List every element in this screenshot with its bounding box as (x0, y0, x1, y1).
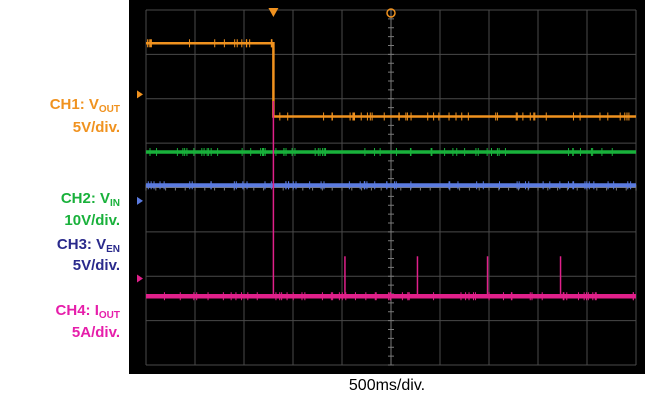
ch3-ground-marker (137, 196, 143, 205)
oscilloscope-display (129, 0, 645, 374)
ch4-title: CH4: IOUT (55, 302, 120, 321)
ch4-ground-marker (137, 274, 143, 283)
ch2-title: CH2: VIN (60, 190, 120, 209)
ch4-label: CH4: IOUT 5A/div. (0, 302, 120, 345)
ch2-scale: 10V/div. (64, 212, 120, 229)
ch1-title: CH1: VOUT (49, 96, 120, 115)
ch1-trace (146, 42, 636, 118)
ch3-label: CH3: VEN 5V/div. (0, 236, 120, 277)
ch1-scale: 5V/div. (72, 119, 120, 136)
waveform-plot (137, 8, 637, 366)
trigger-marker (268, 8, 279, 17)
time-base-label: 500ms/div. (348, 377, 426, 394)
ch3-scale: 5V/div. (72, 257, 120, 274)
ch3-title: CH3: VEN (56, 236, 120, 255)
ch4-scale: 5A/div. (71, 324, 120, 341)
trigger-marker (386, 8, 396, 18)
ch1-ground-marker (137, 90, 143, 99)
ch1-label: CH1: VOUT 5V/div. (0, 96, 120, 141)
ch2-label: CH2: VIN 10V/div. (0, 190, 120, 233)
